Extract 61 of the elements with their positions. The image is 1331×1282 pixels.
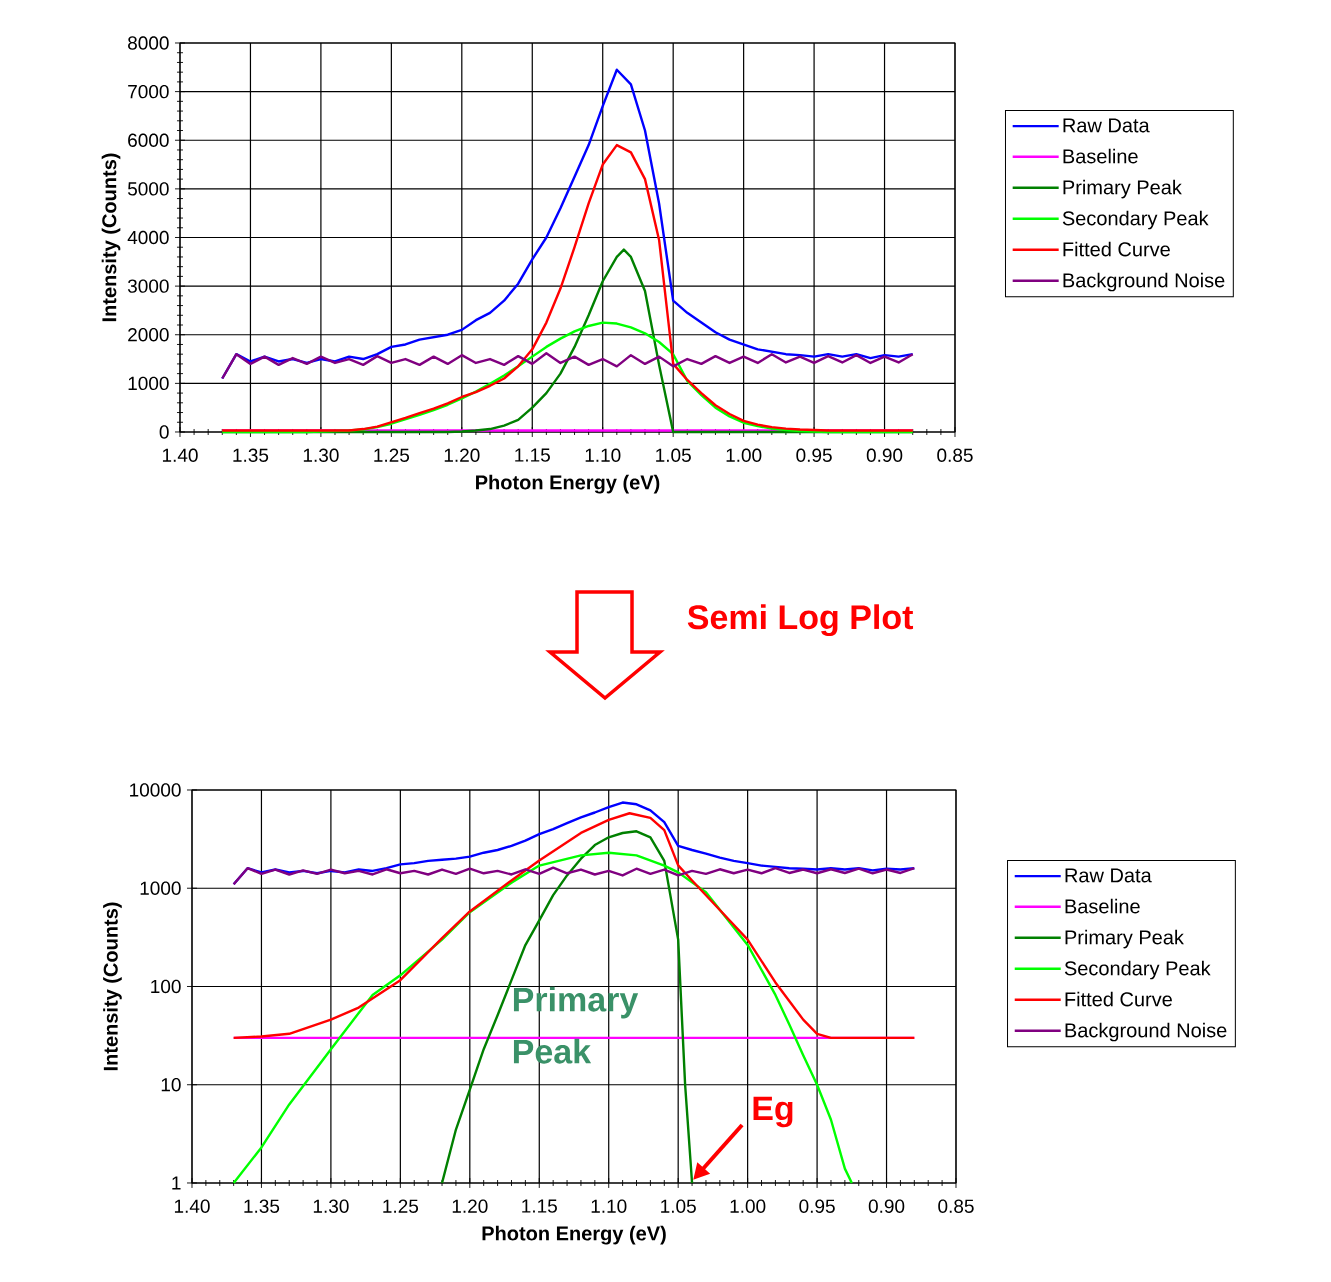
x-tick-label: 1.25 (383, 1199, 419, 1213)
x-axis-title: Photon Energy (eV) (476, 474, 660, 494)
legend-label: Primary Peak (1063, 179, 1182, 199)
line-series (232, 851, 854, 1185)
x-tick-label: 1.15 (515, 448, 550, 462)
legend-label: Fitted Curve (1063, 241, 1170, 257)
line-series (221, 352, 914, 380)
y-tick-label: 2000 (128, 328, 169, 342)
y-tick-label: 5000 (127, 182, 169, 196)
x-tick-label: 1.00 (726, 448, 762, 462)
legend-label: Secondary Peak (1062, 210, 1209, 230)
x-tick-label: 0.90 (868, 1199, 905, 1213)
y-tick-label: 3000 (127, 279, 169, 293)
x-tick-label: 1.15 (522, 1199, 557, 1213)
x-tick-label: 1.05 (656, 448, 691, 462)
text: Semi Log Plot (687, 604, 914, 637)
x-tick-label: 1.30 (303, 448, 339, 462)
y-tick-label: 10000 (130, 783, 181, 797)
line-series (232, 812, 916, 1040)
x-tick-label: 0.85 (938, 1199, 974, 1213)
x-tick-label: 1.40 (174, 1199, 210, 1213)
legend-label: Fitted Curve (1065, 991, 1172, 1007)
y-axis-title: Intensity (Counts) (103, 902, 122, 1071)
x-tick-label: 1.05 (661, 1199, 696, 1213)
y-tick-label: 7000 (128, 84, 169, 99)
y-axis-title: Intensity (Counts) (101, 153, 121, 322)
legend-label: Primary Peak (1065, 929, 1184, 949)
x-tick-label: 1.20 (452, 1199, 488, 1213)
y-tick-label: 10 (161, 1078, 181, 1092)
legend-label: Raw Data (1063, 118, 1150, 133)
x-tick-label: 1.40 (162, 448, 198, 462)
y-tick-label: 4000 (127, 230, 169, 245)
x-tick-label: 1.20 (444, 448, 480, 462)
x-axis-title: Photon Energy (eV) (482, 1225, 666, 1245)
y-tick-label: 0 (159, 425, 169, 439)
legend-label: Baseline (1065, 898, 1140, 914)
x-tick-label: 0.85 (937, 448, 973, 462)
x-tick-label: 1.10 (585, 448, 621, 462)
x-tick-label: 1.35 (244, 1199, 280, 1213)
x-tick-label: 0.90 (866, 448, 903, 462)
x-tick-label: 1.25 (374, 448, 410, 462)
y-tick-label: 6000 (128, 133, 169, 147)
legend-label: Background Noise (1063, 272, 1225, 292)
y-tick-label: 1000 (128, 376, 169, 391)
x-tick-label: 1.10 (591, 1199, 627, 1213)
line-series (440, 830, 694, 1185)
x-tick-label: 1.35 (233, 448, 269, 462)
legend-label: Raw Data (1065, 868, 1152, 883)
y-tick-label: 1000 (140, 881, 181, 895)
y-tick-label: 100 (151, 979, 181, 994)
y-tick-label: 1 (172, 1176, 181, 1190)
legend-label: Secondary Peak (1064, 960, 1211, 980)
legend-label: Background Noise (1065, 1022, 1227, 1042)
line-series (232, 866, 916, 886)
x-tick-label: 1.30 (313, 1199, 349, 1213)
x-tick-label: 1.00 (730, 1199, 766, 1213)
annotation: Eg (753, 1096, 793, 1128)
y-tick-label: 8000 (128, 36, 169, 50)
x-tick-label: 0.95 (799, 1199, 835, 1213)
legend-label: Baseline (1063, 148, 1138, 164)
x-tick-label: 0.95 (796, 448, 832, 462)
